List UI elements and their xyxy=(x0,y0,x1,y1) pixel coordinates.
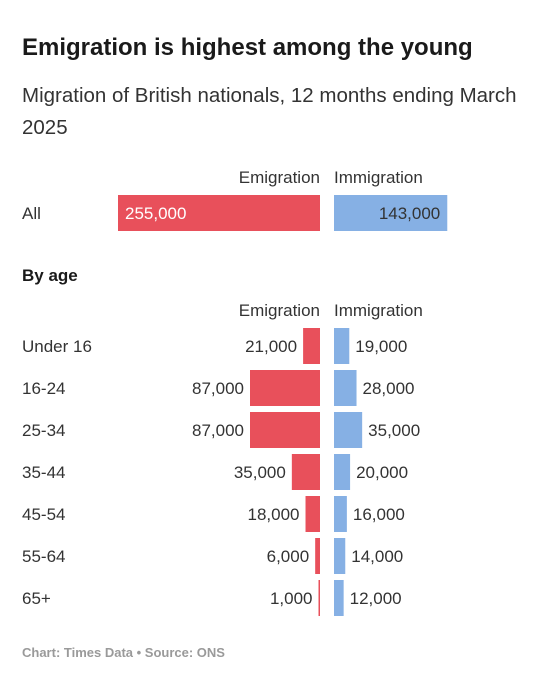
emigration-bar xyxy=(318,580,320,616)
immigration-value-label: 19,000 xyxy=(355,337,407,356)
immigration-value-label: 12,000 xyxy=(350,589,402,608)
category-label: Under 16 xyxy=(22,337,92,356)
category-label: 16-24 xyxy=(22,379,65,398)
immigration-bar xyxy=(334,412,363,448)
emigration-bar xyxy=(305,496,320,532)
emigration-bar-all xyxy=(118,195,320,231)
category-label: 55-64 xyxy=(22,547,65,566)
chart-footer: Chart: Times Data • Source: ONS xyxy=(22,645,225,660)
immigration-value-label: 20,000 xyxy=(356,463,408,482)
immigration-value-label: 16,000 xyxy=(353,505,405,524)
emigration-value-label: 6,000 xyxy=(267,547,310,566)
emigration-bar xyxy=(250,370,320,406)
emigration-value-label: 18,000 xyxy=(248,505,300,524)
immigration-label-all: 143,000 xyxy=(379,204,440,223)
category-label: 35-44 xyxy=(22,463,65,482)
legend-immigration-all: Immigration xyxy=(334,168,423,187)
category-label: 45-54 xyxy=(22,505,65,524)
immigration-value-label: 35,000 xyxy=(368,421,420,440)
emigration-bar xyxy=(291,454,320,490)
chart-subtitle: Migration of British nationals, 12 month… xyxy=(22,84,517,139)
legend-emigration-all: Emigration xyxy=(239,168,320,187)
emigration-value-label: 21,000 xyxy=(245,337,297,356)
immigration-value-label: 14,000 xyxy=(351,547,403,566)
chart-title: Emigration is highest among the young xyxy=(22,34,473,61)
immigration-bar xyxy=(334,328,350,364)
immigration-bar xyxy=(334,454,351,490)
category-label: 25-34 xyxy=(22,421,65,440)
by-age-section-title: By age xyxy=(22,266,78,285)
category-label: 65+ xyxy=(22,589,51,608)
emigration-value-label: 87,000 xyxy=(192,379,244,398)
category-label-all: All xyxy=(22,204,41,223)
emigration-bar xyxy=(303,328,320,364)
emigration-bar xyxy=(315,538,320,574)
legend-immigration-age: Immigration xyxy=(334,301,423,320)
immigration-bar xyxy=(334,496,347,532)
emigration-label-all: 255,000 xyxy=(125,204,186,223)
immigration-value-label: 28,000 xyxy=(363,379,415,398)
legend-emigration-age: Emigration xyxy=(239,301,320,320)
immigration-bar-all xyxy=(334,195,448,231)
immigration-bar xyxy=(334,370,357,406)
emigration-value-label: 35,000 xyxy=(234,463,286,482)
immigration-bar xyxy=(334,538,346,574)
emigration-value-label: 87,000 xyxy=(192,421,244,440)
emigration-bar xyxy=(250,412,320,448)
emigration-value-label: 1,000 xyxy=(270,589,313,608)
immigration-bar xyxy=(334,580,344,616)
